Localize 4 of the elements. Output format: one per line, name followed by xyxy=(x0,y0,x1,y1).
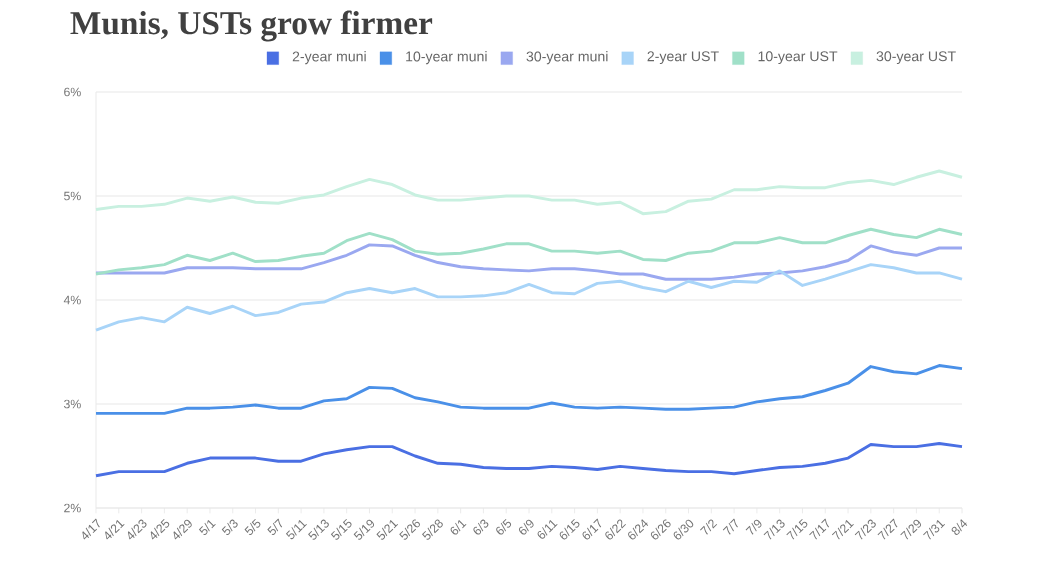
line-series xyxy=(94,227,964,276)
line-series xyxy=(94,263,964,332)
chart-title: Munis, USTs grow firmer xyxy=(70,10,433,42)
line-series xyxy=(94,169,964,216)
